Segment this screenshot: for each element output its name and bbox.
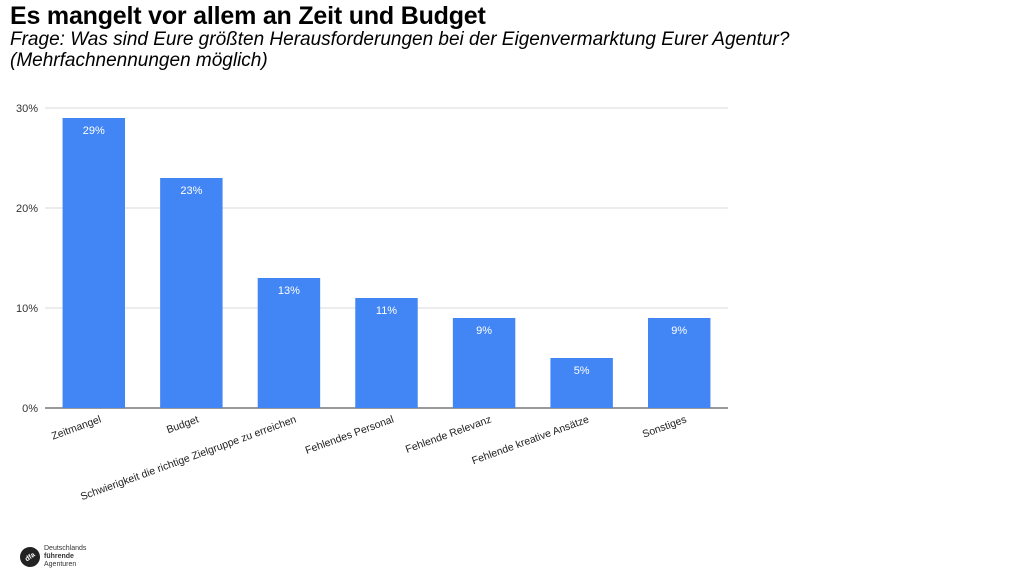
data-label: 23% <box>180 185 202 197</box>
data-label: 13% <box>278 285 300 297</box>
bar <box>257 278 321 408</box>
logo-line-1: Deutschlands <box>44 545 87 552</box>
x-tick-label: Fehlende Relevanz <box>404 414 493 456</box>
y-tick-label: 20% <box>16 203 38 215</box>
logo: dfa Deutschlands führende Agenturen <box>16 543 86 571</box>
bar <box>550 358 613 408</box>
subtitle-note: (Mehrfachnennungen möglich) <box>10 50 268 71</box>
data-label: 9% <box>476 325 492 337</box>
x-tick-label: Zeitmangel <box>50 414 103 443</box>
y-tick-label: 0% <box>22 403 38 415</box>
bar <box>452 318 516 408</box>
bar <box>160 178 223 408</box>
y-tick-label: 10% <box>16 303 38 315</box>
x-tick-label: Fehlendes Personal <box>304 414 396 457</box>
bar <box>355 298 418 408</box>
bar <box>647 318 711 408</box>
data-label: 9% <box>671 325 687 337</box>
x-tick-label: Budget <box>165 414 200 437</box>
logo-text: Deutschlands führende Agenturen <box>44 545 86 569</box>
logo-mark-icon: dfa <box>16 543 44 571</box>
subtitle-question: Frage: Was sind Eure größten Herausforde… <box>10 29 790 50</box>
data-label: 11% <box>376 305 397 317</box>
y-tick-label: 30% <box>16 103 38 115</box>
slide-subtitle: Frage: Was sind Eure größten Herausforde… <box>10 29 1000 71</box>
data-label: 5% <box>574 365 590 377</box>
slide-title: Es mangelt vor allem an Zeit und Budget <box>10 2 486 30</box>
data-label: 29% <box>83 125 105 137</box>
bar <box>62 118 126 408</box>
x-tick-label: Sonstiges <box>641 414 688 441</box>
logo-line-3: Agenturen <box>44 561 77 568</box>
logo-line-2: führende <box>44 553 74 560</box>
